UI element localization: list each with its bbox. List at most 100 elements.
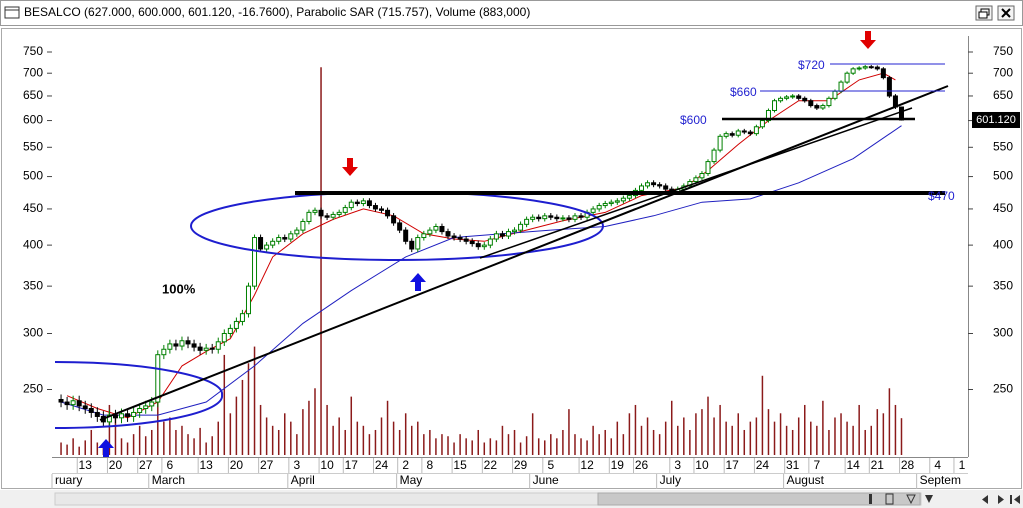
x-tick-label: 3: [294, 458, 301, 472]
month-label: May: [400, 473, 423, 487]
candle-body: [590, 208, 596, 213]
trend-line: [99, 85, 949, 421]
candle-body: [560, 217, 566, 220]
candle-body: [572, 215, 578, 220]
y-tick-label-right: 650: [993, 88, 1013, 102]
chart-title: BESALCO (627.000, 600.000, 601.120, -16.…: [24, 5, 530, 19]
y-tick-label: 350: [23, 278, 43, 292]
x-tick-label: 20: [109, 458, 123, 472]
candle-body: [820, 105, 826, 109]
next-icon[interactable]: [998, 495, 1004, 504]
x-tick-label: 1: [959, 458, 966, 472]
candle-body: [324, 215, 330, 218]
month-label: August: [787, 473, 825, 487]
y-tick-label: 500: [23, 169, 43, 183]
candle-body: [76, 400, 82, 407]
candle-body: [626, 195, 632, 199]
y-tick-label-right: 300: [993, 326, 1013, 340]
candle-body: [705, 161, 711, 175]
y-tick-label: 700: [23, 65, 43, 79]
candle-body: [433, 225, 439, 231]
annotation-label: $600: [680, 113, 707, 127]
candle-body: [886, 77, 892, 97]
prev-icon[interactable]: [982, 495, 988, 504]
toolbar: [869, 493, 1020, 505]
last-value-label: 601.120: [976, 114, 1016, 126]
candle-body: [856, 67, 862, 70]
candle-body: [518, 223, 524, 231]
month-label: March: [152, 473, 185, 487]
x-tick-label: 21: [871, 458, 885, 472]
candle-body: [790, 95, 796, 98]
candle-body: [415, 237, 421, 250]
candle-body: [638, 185, 644, 191]
end-icon[interactable]: [1010, 495, 1012, 504]
x-tick-label: 4: [934, 458, 941, 472]
candle-body: [832, 90, 838, 99]
candle-body: [161, 348, 167, 356]
candle-body: [215, 341, 221, 350]
d-icon[interactable]: [885, 493, 894, 505]
candle-body: [288, 233, 294, 240]
scrollbar-thumb[interactable]: [597, 492, 921, 506]
candle-body: [596, 205, 602, 210]
candle-body: [372, 205, 378, 210]
filter-icon[interactable]: [925, 495, 933, 503]
restore-button[interactable]: [975, 5, 993, 21]
month-label: Septem: [920, 473, 961, 487]
candle-body: [306, 211, 312, 222]
y-tick-label-right: 450: [993, 201, 1013, 215]
end-icon[interactable]: [1014, 495, 1020, 504]
candle-body: [409, 240, 415, 250]
candle-body: [717, 135, 723, 151]
candle-body: [741, 130, 747, 133]
candle-body: [167, 343, 173, 350]
candle-body: [874, 66, 880, 70]
candle-body: [765, 109, 771, 122]
candle-body: [439, 225, 445, 233]
candle-body: [880, 68, 886, 79]
y-tick-label-right: 350: [993, 278, 1013, 292]
candle-body: [270, 240, 276, 246]
y-tick-label: 550: [23, 139, 43, 153]
candle-body: [512, 229, 518, 233]
candle-body: [203, 347, 209, 351]
candle-body: [125, 413, 131, 417]
candle-body: [814, 105, 820, 109]
y-tick-label: 750: [23, 44, 43, 58]
restore-icon: [978, 11, 988, 19]
annotation-label: $660: [730, 85, 757, 99]
y-tick-label: 450: [23, 201, 43, 215]
title-bar: [0, 0, 1023, 26]
candle-body: [802, 97, 808, 102]
candle-body: [451, 235, 457, 239]
x-tick-label: 20: [230, 458, 244, 472]
candle-body: [536, 216, 542, 220]
ellipse: [54, 361, 224, 429]
candle-body: [348, 201, 354, 209]
candle-body: [663, 185, 669, 190]
candle-body: [276, 237, 282, 242]
y-tick-label-right: 500: [993, 169, 1013, 183]
candle-body: [711, 149, 717, 163]
close-button[interactable]: [997, 5, 1015, 21]
x-tick-label: 26: [635, 458, 649, 472]
candle-body: [82, 405, 88, 410]
candle-body: [173, 343, 179, 347]
candle-body: [300, 220, 306, 231]
annotation-label: 100%: [162, 281, 196, 296]
x-tick-label: 29: [514, 458, 528, 472]
candle-body: [379, 208, 385, 211]
zoom-icon[interactable]: [869, 494, 872, 504]
filter-icon[interactable]: [906, 494, 916, 505]
x-tick-label: 10: [320, 458, 334, 472]
x-tick-label: 31: [786, 458, 800, 472]
candle-body: [608, 201, 614, 205]
x-tick-label: 2: [402, 458, 409, 472]
y-tick-label-right: 400: [993, 237, 1013, 251]
candle-body: [729, 133, 735, 136]
candle-body: [403, 229, 409, 242]
last-value-box: [972, 111, 1020, 128]
candle-body: [548, 215, 554, 218]
